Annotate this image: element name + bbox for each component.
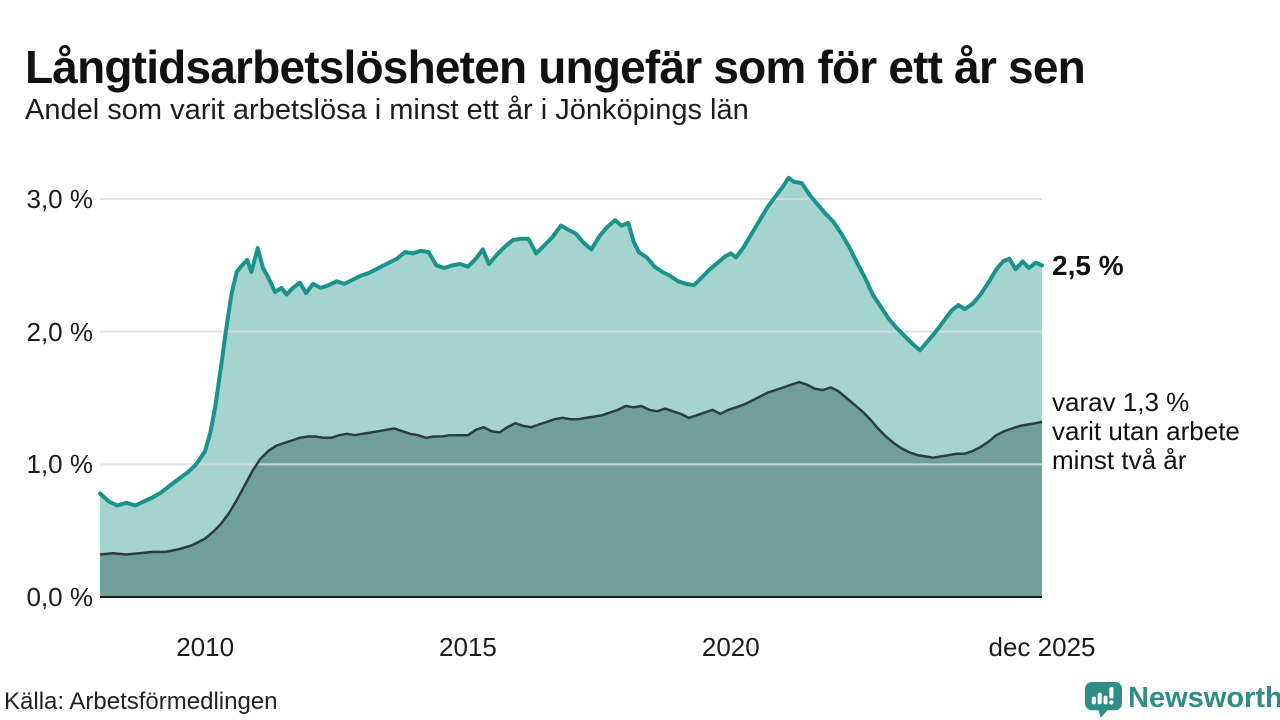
y-axis-label: 1,0 % xyxy=(26,449,94,480)
page-subtitle: Andel som varit arbetslösa i minst ett å… xyxy=(25,94,749,126)
two-year-area xyxy=(100,382,1042,597)
logo-bar-1 xyxy=(1091,696,1096,705)
two-year-line xyxy=(99,380,1043,556)
two-year-annotation-line1: varav 1,3 % xyxy=(1052,387,1190,417)
logo-bar-3 xyxy=(1103,695,1108,705)
x-axis-label: 2015 xyxy=(439,632,497,662)
source-caption: Källa: Arbetsförmedlingen xyxy=(4,688,278,715)
logo-exclamation-bar xyxy=(1109,686,1114,699)
newsworthy-logo-icon xyxy=(1085,681,1122,718)
logo-exclamation-dot xyxy=(1109,700,1114,705)
logo-bar-2 xyxy=(1097,692,1102,705)
latest-value-label: 2,5 % xyxy=(1052,250,1124,281)
x-axis-label: 2010 xyxy=(176,632,235,662)
y-axis-label: 3,0 % xyxy=(26,184,94,215)
two-year-annotation-line3: minst två år xyxy=(1052,445,1187,475)
page-title: Långtidsarbetslösheten ungefär som för e… xyxy=(25,40,1086,93)
y-axis-label: 2,0 % xyxy=(26,316,94,347)
y-axis-label: 0,0 % xyxy=(26,582,94,612)
brand-wordmark: Newsworthy xyxy=(1128,682,1280,714)
x-axis-label: 2020 xyxy=(701,632,760,662)
two-year-annotation: varav 1,3 % varit utan arbete minst två … xyxy=(1052,388,1240,475)
one-year-line xyxy=(98,175,1044,508)
x-axis-label: dec 2025 xyxy=(988,632,1096,662)
two-year-annotation-line2: varit utan arbete xyxy=(1052,416,1240,446)
